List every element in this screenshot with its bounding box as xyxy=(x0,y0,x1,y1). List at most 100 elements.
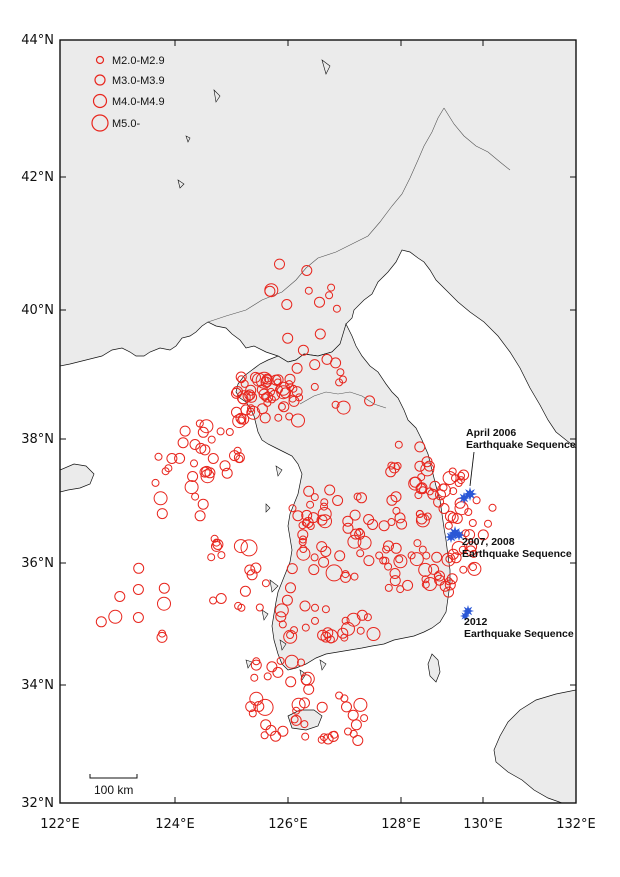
epicenter-marker xyxy=(418,545,427,554)
lon-label-124: 124°E xyxy=(155,817,195,832)
epicenter-marker xyxy=(244,389,256,401)
epicenter-marker xyxy=(272,666,284,678)
epicenter-marker xyxy=(467,561,482,576)
epicenter-marker xyxy=(195,442,207,454)
epicenter-marker xyxy=(394,512,406,524)
epicenter-marker xyxy=(248,709,257,718)
epicenter-marker xyxy=(331,400,340,409)
sequence-star-icon xyxy=(445,531,457,543)
epicenter-marker xyxy=(177,437,189,449)
epicenter-marker xyxy=(245,384,257,396)
epicenter-marker xyxy=(416,482,428,494)
earthquake-markers xyxy=(95,258,497,746)
epicenter-marker xyxy=(297,344,309,356)
legend-symbol-m4 xyxy=(92,93,108,109)
epicenter-marker xyxy=(340,571,351,583)
epicenter-marker xyxy=(261,373,273,385)
epicenter-marker xyxy=(352,735,364,746)
legend-symbol-m2 xyxy=(95,55,105,65)
sequence-star-icon xyxy=(460,611,470,621)
legend-label-m2: M2.0-M2.9 xyxy=(112,55,165,67)
epicenter-marker xyxy=(216,427,225,436)
sequence-stars xyxy=(445,487,477,621)
epicenter-marker xyxy=(451,541,466,555)
annotation-2007-line2: Earthquake Sequence xyxy=(462,548,572,560)
epicenter-marker xyxy=(195,419,204,428)
epicenter-marker xyxy=(154,452,163,461)
epicenter-marker xyxy=(321,605,330,614)
scale-bar-line xyxy=(89,774,138,779)
epicenter-marker xyxy=(408,476,423,491)
epicenter-marker xyxy=(253,701,265,712)
epicenter-marker xyxy=(232,414,247,429)
epicenter-marker xyxy=(434,574,446,586)
epicenter-marker xyxy=(307,512,319,524)
epicenter-marker xyxy=(390,491,402,503)
epicenter-marker xyxy=(388,462,400,474)
epicenter-marker xyxy=(416,513,428,525)
annotation-2006-arrow xyxy=(469,451,475,487)
epicenter-marker xyxy=(301,265,313,276)
epicenter-marker xyxy=(194,510,206,522)
epicenter-marker xyxy=(428,563,440,575)
epicenter-marker xyxy=(314,328,326,340)
epicenter-marker xyxy=(156,631,168,643)
epicenter-marker xyxy=(164,464,173,473)
epicenter-marker xyxy=(385,466,397,478)
epicenter-marker xyxy=(301,509,313,521)
epicenter-marker xyxy=(197,498,209,510)
epicenter-marker xyxy=(341,616,350,625)
epicenter-marker xyxy=(332,495,344,506)
epicenter-marker xyxy=(233,539,248,554)
small-islands xyxy=(177,59,331,681)
epicenter-marker xyxy=(199,466,211,478)
epicenter-marker xyxy=(274,603,289,618)
epicenter-marker xyxy=(304,286,313,295)
epicenter-marker xyxy=(433,496,445,508)
epicenter-marker xyxy=(212,539,224,550)
epicenter-marker xyxy=(332,304,341,313)
epicenter-marker xyxy=(450,552,462,564)
epicenter-marker xyxy=(442,471,457,485)
epicenter-marker xyxy=(314,296,325,308)
epicenter-marker xyxy=(366,627,381,641)
epicenter-marker xyxy=(157,596,171,611)
epicenter-marker xyxy=(444,521,453,530)
epicenter-marker xyxy=(318,556,330,568)
epicenter-marker xyxy=(184,480,199,495)
epicenter-marker xyxy=(387,461,396,470)
epicenter-marker xyxy=(310,493,319,502)
epicenter-marker xyxy=(277,402,286,411)
epicenter-marker xyxy=(387,518,396,526)
epicenter-marker xyxy=(447,512,459,524)
epicenter-marker xyxy=(330,357,342,369)
epicenter-marker xyxy=(363,555,375,567)
epicenter-marker xyxy=(464,529,476,541)
epicenter-marker xyxy=(439,483,448,492)
epicenter-marker xyxy=(291,697,306,712)
epicenter-marker xyxy=(256,698,274,716)
epicenter-marker xyxy=(413,539,422,548)
epicenter-marker xyxy=(217,551,226,560)
epicenter-marker xyxy=(281,594,293,606)
epicenter-marker xyxy=(158,582,170,594)
epicenter-marker xyxy=(356,549,365,558)
epicenter-marker xyxy=(444,510,456,522)
epicenter-marker xyxy=(309,359,321,371)
epicenter-marker xyxy=(389,575,401,587)
epicenter-marker xyxy=(108,609,123,624)
legend-symbol-m3 xyxy=(94,74,106,86)
epicenter-marker xyxy=(484,519,492,528)
epicenter-marker xyxy=(232,386,243,397)
epicenter-marker xyxy=(427,488,439,500)
epicenter-marker xyxy=(267,395,276,404)
epicenter-marker xyxy=(300,720,309,729)
epicenter-marker xyxy=(350,719,362,731)
epicenter-marker xyxy=(431,551,443,563)
epicenter-marker xyxy=(316,701,328,713)
epicenter-marker xyxy=(310,382,319,391)
epicenter-marker xyxy=(350,572,359,581)
lat-label-44: 44°N xyxy=(21,33,54,48)
epicenter-marker xyxy=(336,368,345,377)
epicenter-marker xyxy=(356,626,365,635)
